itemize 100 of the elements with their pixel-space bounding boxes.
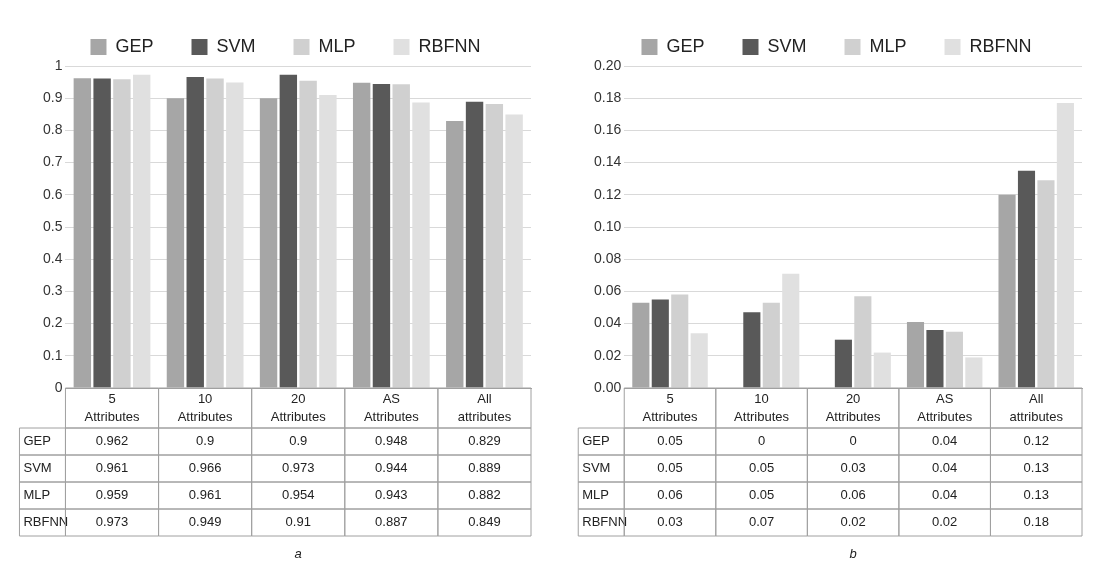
data-label: 0.13 <box>1023 460 1049 476</box>
text: SVM <box>23 460 52 476</box>
data-label: 0.944 <box>375 460 408 476</box>
y-tick-label: 0.10 <box>594 217 622 234</box>
x-tick-label: 10 Attributes <box>177 390 234 424</box>
data-label: 0.02 <box>840 514 866 530</box>
legend-label: MLP <box>869 35 907 56</box>
data-label: 0.05 <box>657 460 683 476</box>
x-tick-label: 5 Attributes <box>84 390 140 424</box>
data-label: 0.949 <box>188 514 222 530</box>
x-tick-label: 20 Attributes <box>270 390 327 424</box>
data-label: 0.12 <box>1023 433 1049 449</box>
y-tick-label: 0.06 <box>594 282 622 299</box>
data-label: 0.04 <box>932 487 958 503</box>
data-label: 0.849 <box>468 514 501 530</box>
x-tick-label: AS Attributes <box>917 390 973 424</box>
data-label: 0.04 <box>932 460 958 476</box>
data-label: 0.06 <box>840 487 866 503</box>
bar <box>1017 170 1036 388</box>
y-tick-label: 0.20 <box>594 56 622 73</box>
y-tick-label: 0.16 <box>594 121 622 138</box>
bar <box>834 339 852 388</box>
data-label: 0.966 <box>188 460 222 476</box>
x-tick-label: 5 Attributes <box>642 390 698 424</box>
data-label: 0.954 <box>281 487 315 503</box>
data-label: 0.9 <box>289 433 308 449</box>
y-tick-label: 0.4 <box>42 250 63 267</box>
data-label: 0.959 <box>95 487 129 503</box>
y-tick-label: 0.08 <box>594 250 622 267</box>
x-tick-label: 10 Attributes <box>734 390 790 424</box>
y-tick-label: 1 <box>54 56 63 73</box>
legend-label: SVM <box>216 35 256 56</box>
data-label: 0.02 <box>932 514 958 530</box>
text: MLP <box>23 487 51 503</box>
y-tick-label: 0.7 <box>42 153 63 170</box>
text: RBFNN <box>582 514 628 530</box>
legend-label: RBFNN <box>969 35 1032 56</box>
y-tick-label: 0.18 <box>594 89 622 106</box>
data-label: 0.91 <box>285 514 311 530</box>
legend-label: GEP <box>115 35 154 56</box>
data-label: 0.973 <box>95 514 129 530</box>
y-tick-label: 0.14 <box>594 153 622 170</box>
y-tick-label: 0.5 <box>42 217 63 234</box>
text: a <box>294 545 302 561</box>
data-label: 0.07 <box>748 514 775 530</box>
y-tick-label: 0.8 <box>42 121 63 138</box>
y-tick-label: 0.04 <box>594 314 622 331</box>
data-label: 0.961 <box>95 460 129 476</box>
data-label: 0.829 <box>468 433 501 449</box>
x-tick-label: AS Attributes <box>363 390 420 424</box>
data-label: 0 <box>849 433 857 449</box>
legend-label: GEP <box>666 35 705 56</box>
bar <box>926 330 944 388</box>
data-label: 0.973 <box>281 460 315 476</box>
data-label: 0.03 <box>840 460 866 476</box>
data-label: 0 <box>757 433 766 449</box>
data-label: 0.961 <box>188 487 222 503</box>
y-tick-label: 0.1 <box>42 346 63 363</box>
y-tick-label: 0.2 <box>42 314 63 331</box>
y-tick-label: 0.02 <box>594 346 622 363</box>
data-label: 0.05 <box>748 487 775 503</box>
data-label: 0.943 <box>375 487 408 503</box>
data-label: 0.889 <box>468 460 501 476</box>
x-tick-label: All attributes <box>457 390 512 424</box>
data-label: 0.05 <box>748 460 775 476</box>
bar <box>93 78 111 388</box>
bar <box>372 84 391 388</box>
data-label: 0.05 <box>657 433 683 449</box>
bar <box>651 299 669 388</box>
text: RBFNN <box>23 514 69 530</box>
y-tick-label: 0.00 <box>594 378 622 395</box>
data-label: 0.887 <box>375 514 408 530</box>
x-tick-label: All attributes <box>1009 390 1064 424</box>
text: GEP <box>23 433 51 449</box>
bar <box>465 101 484 388</box>
data-label: 0.06 <box>657 487 683 503</box>
data-label: 0.948 <box>375 433 408 449</box>
data-label: 0.04 <box>932 433 958 449</box>
data-label: 0.9 <box>196 433 215 449</box>
legend-label: RBFNN <box>418 35 481 56</box>
text: MLP <box>582 487 609 503</box>
y-tick-label: 0.12 <box>594 185 622 202</box>
bar <box>186 76 204 388</box>
data-label: 0.13 <box>1023 487 1049 503</box>
text: b <box>849 545 857 561</box>
x-tick-label: 20 Attributes <box>825 390 882 424</box>
text: GEP <box>582 433 610 449</box>
data-label: 0.03 <box>657 514 683 530</box>
legend-label: SVM <box>767 35 807 56</box>
text: SVM <box>582 460 611 476</box>
y-tick-label: 0.3 <box>42 282 63 299</box>
legend-label: MLP <box>318 35 356 56</box>
bar <box>743 312 761 388</box>
y-tick-label: 0.9 <box>42 89 63 106</box>
y-tick-label: 0 <box>54 378 63 395</box>
data-label: 0.882 <box>468 487 501 503</box>
y-tick-label: 0.6 <box>42 185 63 202</box>
data-label: 0.962 <box>95 433 129 449</box>
bar <box>279 74 298 388</box>
data-label: 0.18 <box>1023 514 1049 530</box>
